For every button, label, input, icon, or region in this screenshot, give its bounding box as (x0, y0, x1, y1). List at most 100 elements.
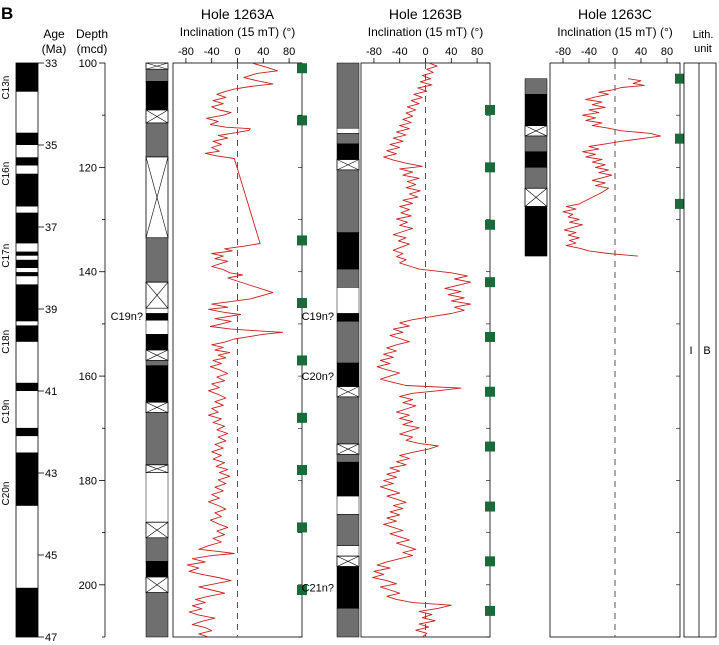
polarity-zone-white (145, 472, 169, 523)
lith-unit-column (683, 62, 717, 638)
polarity-zone-gray (336, 62, 360, 129)
chron-label: C18n (1, 330, 12, 354)
polarity-zone-black (145, 313, 169, 321)
polarity-zone-black (524, 94, 548, 126)
core-gap-diagonal (336, 555, 360, 567)
panel-label: B (1, 4, 13, 23)
age-axis-unit: (Ma) (42, 42, 67, 56)
sample-marker (485, 501, 495, 512)
hole-title: Hole 1263A (201, 6, 275, 22)
core-gap-diagonal (524, 188, 548, 207)
sample-marker (297, 585, 307, 596)
chron-annotation: C20n? (302, 371, 334, 383)
polarity-zone-gray (336, 608, 360, 638)
polarity-zone-gray (524, 135, 548, 152)
x-tick-label: -40 (581, 46, 597, 58)
sample-marker (675, 73, 685, 84)
polarity-zone-gray (336, 514, 360, 546)
x-tick-label: 0 (612, 46, 618, 58)
polarity-zone-black (336, 566, 360, 609)
polarity-zone-gray (145, 360, 169, 366)
polarity-zone-gray (524, 78, 548, 95)
age-axis: 33 35 37 39 41 43 45 47 (38, 58, 57, 644)
gpts-polarity-column: C13n C16n C17n C18n C19n C20n (1, 62, 39, 638)
gpts-normal-chron (16, 272, 38, 277)
lith-subunit-label: B (703, 345, 710, 357)
core-gap-diagonal (145, 349, 169, 361)
polarity-zone-black (336, 232, 360, 270)
age-tick-label: 37 (45, 222, 57, 234)
depth-axis-unit: (mcd) (77, 42, 108, 56)
polarity-zone-gray (336, 133, 360, 145)
sample-marker (297, 355, 307, 366)
gpts-normal-chron (16, 284, 38, 322)
core-gap-diagonal (145, 464, 169, 473)
x-tick-label: 80 (471, 46, 483, 58)
polarity-zone-black (336, 362, 360, 387)
sample-marker (485, 331, 495, 342)
core-gap-diagonal (145, 576, 169, 593)
polarity-zone-black (336, 143, 360, 160)
core-gap-diagonal (145, 401, 169, 413)
polarity-zone-black (336, 313, 360, 322)
hole-1263C-panel: Hole 1263C Inclination (15 mT) (°) -80 -40 0… (524, 6, 685, 638)
chron-annotation: C19n? (302, 311, 334, 323)
age-tick-label: 47 (45, 632, 57, 644)
x-tick-label: -80 (366, 46, 382, 58)
x-tick-label: -40 (204, 46, 220, 58)
core-gap-diagonal (336, 386, 360, 398)
age-tick-label: 35 (45, 140, 57, 152)
gpts-normal-chron (16, 157, 38, 166)
lith-unit-label: I (689, 345, 692, 357)
core-gap-diagonal (145, 521, 169, 539)
core-gap-diagonal (336, 159, 360, 171)
sample-marker (297, 235, 307, 246)
x-tick-label: -40 (392, 46, 408, 58)
polarity-zone-gray (145, 537, 169, 562)
depth-tick-label: 160 (79, 371, 97, 383)
x-tick-label: 0 (234, 46, 240, 58)
x-axis-label: Inclination (15 mT) (°) (557, 25, 673, 39)
polarity-zone-white (336, 127, 360, 134)
polarity-zone-black (145, 334, 169, 351)
chron-label: C17n (1, 244, 12, 268)
hole-1263B-panel: Hole 1263B Inclination (15 mT) (°) -80 -40 0… (336, 6, 495, 638)
gpts-normal-chron (16, 63, 38, 92)
chron-annotation: C19n? (111, 311, 143, 323)
age-tick-label: 41 (45, 386, 57, 398)
polarity-zone-white (336, 545, 360, 557)
sample-marker (297, 465, 307, 476)
lith-unit-title-unit: unit (694, 43, 712, 55)
sample-marker (485, 441, 495, 452)
depth-axis: 100 120 140 160 180 200 (79, 58, 106, 638)
chron-label: C16n (1, 162, 12, 186)
polarity-zone-black (524, 206, 548, 257)
core-gap-diagonal (145, 62, 169, 70)
gpts-normal-chron (16, 587, 38, 637)
polarity-zone-black (524, 151, 548, 168)
gpts-normal-chron (16, 132, 38, 145)
sample-marker (485, 605, 495, 616)
polarity-zone-gray (145, 122, 169, 158)
sample-marker (485, 104, 495, 115)
polarity-zone-black (145, 81, 169, 111)
chron-label: C13n (1, 76, 12, 100)
depth-tick-label: 200 (79, 580, 97, 592)
x-tick-label: 80 (661, 46, 673, 58)
inclination-curve (186, 62, 284, 638)
age-tick-label: 39 (45, 304, 57, 316)
sample-marker (675, 198, 685, 209)
polarity-zone-gray (145, 237, 169, 283)
hole-title: Hole 1263B (389, 6, 462, 22)
sample-marker (297, 522, 307, 533)
gpts-normal-chron (16, 427, 38, 437)
polarity-zone-gray (336, 268, 360, 288)
core-gap-diagonal (145, 156, 169, 238)
polarity-zone-gray (336, 169, 360, 233)
sample-marker (297, 63, 307, 74)
polarity-zone-gray (336, 454, 360, 463)
gpts-normal-chron (16, 382, 38, 391)
chron-annotation: C21n? (302, 582, 334, 594)
x-tick-label: 80 (283, 46, 295, 58)
